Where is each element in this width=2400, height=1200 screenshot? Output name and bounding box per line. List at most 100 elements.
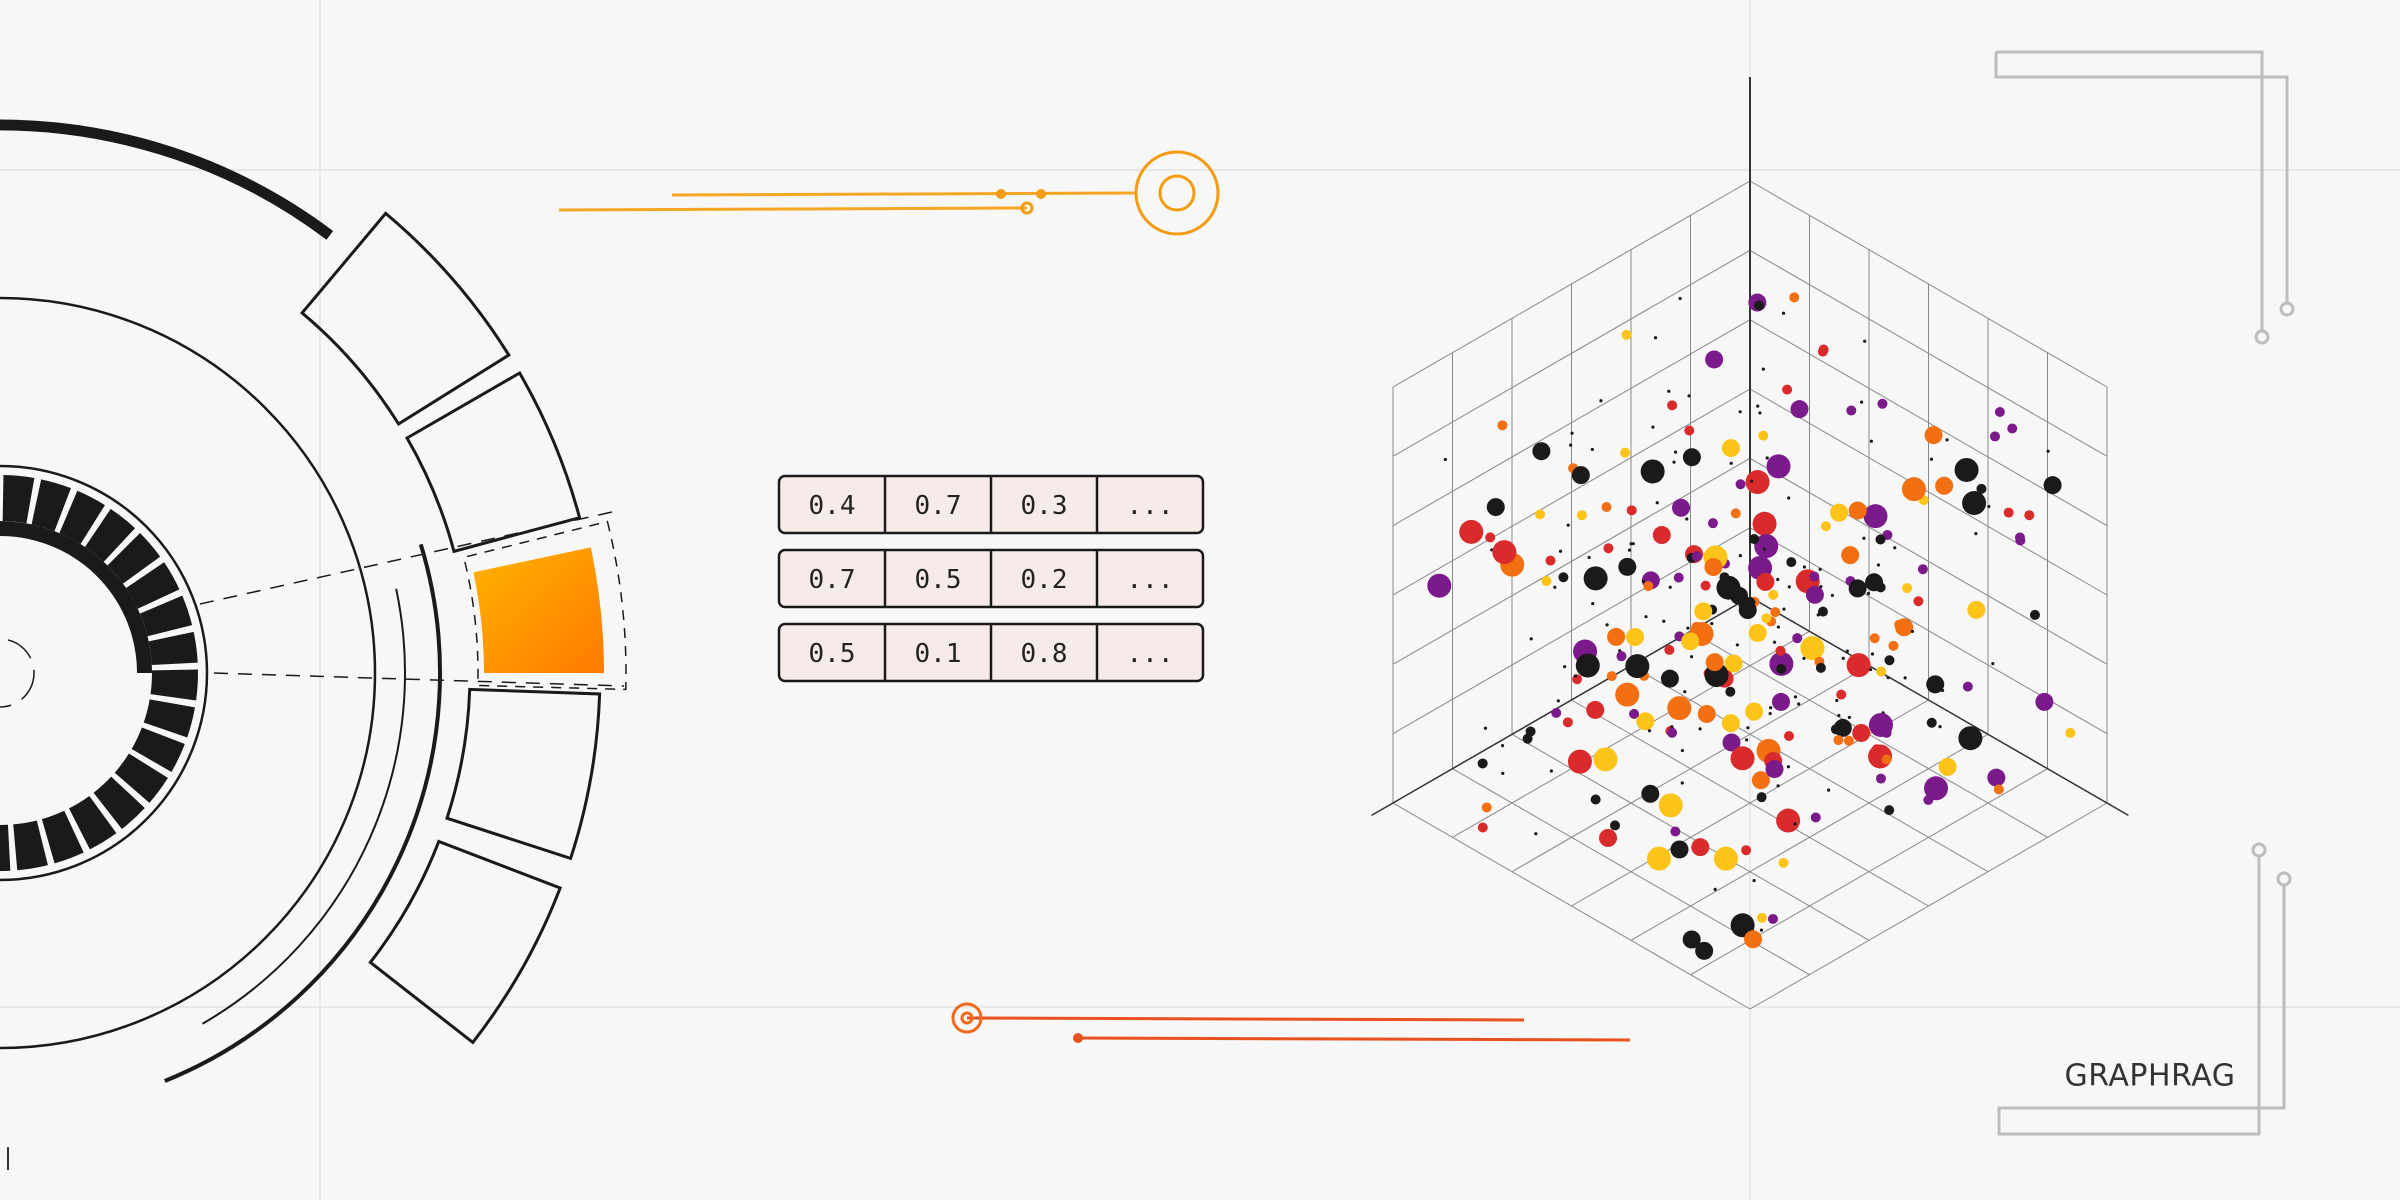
cube-dot — [1776, 784, 1780, 788]
cube-dot — [1913, 596, 1924, 607]
cube-dot — [1587, 555, 1591, 560]
cube-dot — [1620, 447, 1631, 458]
cube-grid-line — [1749, 596, 2129, 817]
core-circle — [0, 638, 35, 708]
cube-dot — [1765, 760, 1784, 779]
cube-dot — [1558, 549, 1563, 553]
cube-dot — [1816, 613, 1820, 617]
cube-dot — [1694, 602, 1713, 621]
table-cell: ... — [1127, 639, 1174, 669]
cube-dot — [1820, 521, 1831, 532]
cube-dot — [1843, 735, 1854, 746]
cube-dot — [1651, 425, 1655, 429]
cube-dot — [1655, 501, 1659, 505]
cube-dot — [1945, 438, 1949, 442]
cube-dot — [1991, 662, 1995, 666]
ring-segment — [107, 532, 161, 584]
cube-dot — [1875, 773, 1886, 784]
cube-dot — [1641, 579, 1645, 584]
cube-dot — [1863, 339, 1867, 343]
table-cell: 0.3 — [1021, 491, 1068, 521]
bracket-arc — [164, 543, 442, 1083]
cube-dot — [1667, 400, 1678, 411]
cube-dot — [1776, 577, 1780, 582]
cube-dot — [1800, 636, 1825, 661]
cube-dot — [1756, 912, 1767, 923]
cube-dot — [1541, 576, 1552, 587]
cube-dot — [1758, 430, 1769, 441]
cube-dot — [1682, 448, 1701, 467]
cube-dot — [1603, 543, 1614, 554]
cube-dot — [1486, 498, 1505, 517]
cube-dot — [1575, 653, 1600, 678]
cube-dot — [1590, 447, 1594, 452]
table-cell: 0.7 — [915, 491, 962, 521]
cube-dot — [2029, 609, 2040, 620]
cube-dot — [1865, 573, 1884, 592]
table-cell: 0.5 — [915, 565, 962, 595]
cube-dot — [1492, 540, 1517, 565]
cube-dot — [1605, 623, 1609, 627]
cube-dot — [1678, 296, 1682, 301]
cube-dot — [1724, 654, 1743, 673]
cube-dot — [1756, 572, 1775, 591]
cube-dot — [1802, 565, 1807, 569]
cube-dot — [1569, 443, 1573, 447]
cube-dot — [1935, 476, 1954, 495]
cube-dot — [1721, 439, 1740, 458]
cube-dot — [1962, 491, 1987, 516]
cube-dot — [2035, 692, 2054, 711]
cube-dot — [1549, 769, 1553, 773]
cube-dot — [1664, 644, 1675, 655]
cube-dot — [1626, 628, 1645, 647]
cube-dot — [1768, 711, 1772, 716]
ring-segment — [13, 820, 48, 871]
cube-dot — [1902, 583, 1913, 594]
cube-dot — [1713, 846, 1738, 871]
cube-dot — [1721, 585, 1725, 590]
cube-dot — [1875, 534, 1886, 545]
cube-dot — [1626, 505, 1637, 516]
highlight-block — [473, 547, 604, 673]
cube-dot — [1781, 311, 1786, 315]
cube-dot — [1830, 593, 1835, 598]
cube-dot — [1459, 519, 1484, 544]
cube-dot — [1894, 619, 1905, 630]
cube-dot — [1735, 479, 1746, 490]
cube-dot — [2065, 727, 2076, 738]
cube-dot — [1786, 557, 1797, 568]
cube-dot — [1817, 606, 1828, 617]
cube-dot — [1987, 768, 2006, 787]
cube-dot — [1641, 784, 1660, 803]
cube-dot — [1695, 941, 1714, 960]
cube-dot — [1765, 456, 1769, 460]
cube-dot — [1852, 723, 1871, 742]
cube-dot — [1615, 682, 1640, 707]
cube-dot — [1769, 651, 1794, 676]
cube-dot — [1556, 699, 1560, 703]
cube-dot — [1847, 715, 1852, 720]
cube-dot — [1792, 633, 1803, 644]
cube-dot — [1775, 645, 1786, 656]
cube-dot — [1672, 498, 1691, 517]
cube-dot — [1570, 431, 1574, 435]
cube-dot — [1888, 640, 1899, 651]
cube-dot — [1644, 615, 1648, 619]
connectors — [558, 150, 1631, 1043]
cube-dot — [1893, 546, 1897, 550]
cube-dot — [1729, 461, 1733, 465]
cube-dot — [1593, 747, 1618, 772]
cube-dot — [1670, 725, 1674, 729]
cube-dot — [1625, 654, 1650, 679]
cube-dot — [1923, 794, 1934, 805]
cube-dot — [1790, 400, 1809, 419]
cube-dot — [1989, 431, 2000, 442]
cube-dot — [1722, 733, 1741, 752]
cube-dot — [1670, 840, 1689, 859]
cube-dot — [1846, 653, 1871, 678]
cube-dot — [1787, 496, 1791, 500]
ring-segment — [84, 508, 136, 562]
cube-dot — [1782, 384, 1793, 395]
cube-dot — [1629, 708, 1640, 719]
